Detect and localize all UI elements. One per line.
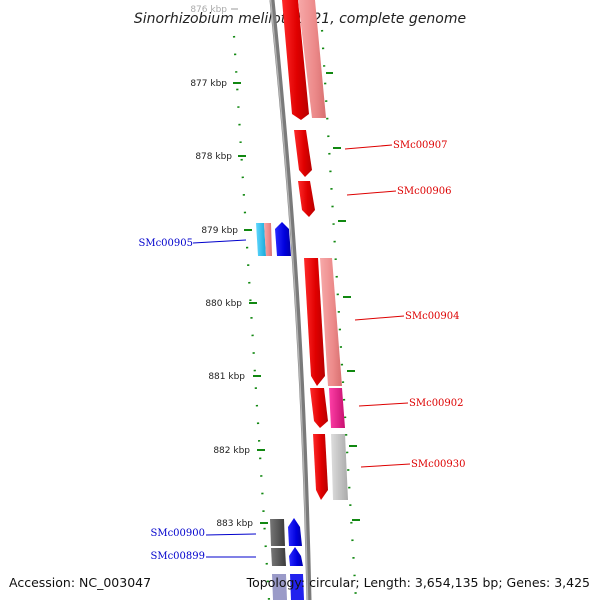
kbp-tick-879: 879 kbp	[201, 226, 252, 236]
map-title: Sinorhizobium meliloti 1021, complete ge…	[134, 11, 466, 27]
gene-SMc00907[interactable]	[294, 130, 312, 177]
kbp-tick-882: 882 kbp	[213, 446, 265, 456]
kbp-label-881: 881 kbp	[208, 372, 245, 382]
gene-SMc00930[interactable]	[313, 434, 348, 500]
kbp-tick-883: 883 kbp	[216, 519, 268, 529]
kbp-tick-881: 881 kbp	[208, 372, 261, 382]
outer-rail	[320, 29, 358, 600]
kbp-label-878: 878 kbp	[195, 152, 232, 162]
gene-SMc00904[interactable]	[304, 258, 342, 386]
genome-backbone	[269, 0, 312, 600]
gene-SMc00906[interactable]	[298, 181, 315, 217]
outer-rail-ticks	[326, 72, 360, 521]
gene-SMc00902[interactable]	[310, 388, 345, 428]
kbp-tick-877: 877 kbp	[190, 79, 241, 89]
gene-label-SMc00899[interactable]: SMc00899	[150, 551, 205, 562]
kbp-tick-878: 878 kbp	[195, 152, 246, 162]
kbp-ticks: 876 kbp 877 kbp 878 kbp 879 kbp 880 kbp …	[190, 5, 268, 529]
inner-rail	[232, 35, 271, 600]
genome-summary-text: Topology: circular; Length: 3,654,135 bp…	[246, 575, 590, 590]
kbp-label-883: 883 kbp	[216, 519, 253, 529]
gene-label-SMc00905[interactable]: SMc00905	[138, 238, 193, 249]
gene-SMc00905[interactable]	[256, 222, 291, 256]
gene-label-SMc00902[interactable]: SMc00902	[409, 398, 464, 409]
kbp-label-876: 876 kbp	[190, 5, 227, 15]
kbp-label-879: 879 kbp	[201, 226, 238, 236]
kbp-label-877: 877 kbp	[190, 79, 227, 89]
label-leaders	[192, 144, 411, 558]
gene-label-SMc00904[interactable]: SMc00904	[405, 311, 460, 322]
kbp-tick-876: 876 kbp	[190, 5, 238, 15]
gene-SMc00899[interactable]	[271, 547, 303, 566]
gene-label-SMc00907[interactable]: SMc00907	[393, 140, 448, 151]
kbp-tick-880: 880 kbp	[205, 299, 257, 309]
gene-partial-bottom	[272, 574, 304, 600]
kbp-label-882: 882 kbp	[213, 446, 250, 456]
gene-SMc00900[interactable]	[270, 518, 302, 546]
accession-text: Accession: NC_003047	[9, 575, 151, 590]
gene-label-SMc00906[interactable]: SMc00906	[397, 186, 452, 197]
gene-SMc00908[interactable]	[282, 0, 326, 120]
gene-label-SMc00900[interactable]: SMc00900	[150, 528, 205, 539]
gene-label-SMc00930[interactable]: SMc00930	[411, 459, 466, 470]
kbp-label-880: 880 kbp	[205, 299, 242, 309]
